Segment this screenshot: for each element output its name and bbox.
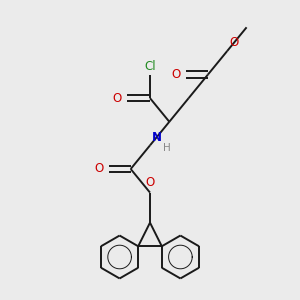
Text: O: O [171,68,181,81]
Text: Cl: Cl [144,60,156,73]
Text: O: O [229,36,238,49]
Text: O: O [146,176,154,189]
Text: N: N [152,131,162,144]
Text: O: O [94,163,103,176]
Text: H: H [163,143,170,153]
Text: O: O [112,92,122,105]
